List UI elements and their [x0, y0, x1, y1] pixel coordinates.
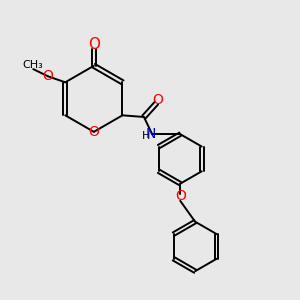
Text: H: H — [142, 131, 150, 141]
Text: O: O — [42, 69, 53, 83]
Text: O: O — [88, 125, 99, 139]
Text: O: O — [153, 94, 164, 107]
Text: CH₃: CH₃ — [23, 60, 44, 70]
Text: N: N — [145, 127, 156, 141]
Text: O: O — [175, 189, 186, 203]
Text: O: O — [88, 37, 100, 52]
